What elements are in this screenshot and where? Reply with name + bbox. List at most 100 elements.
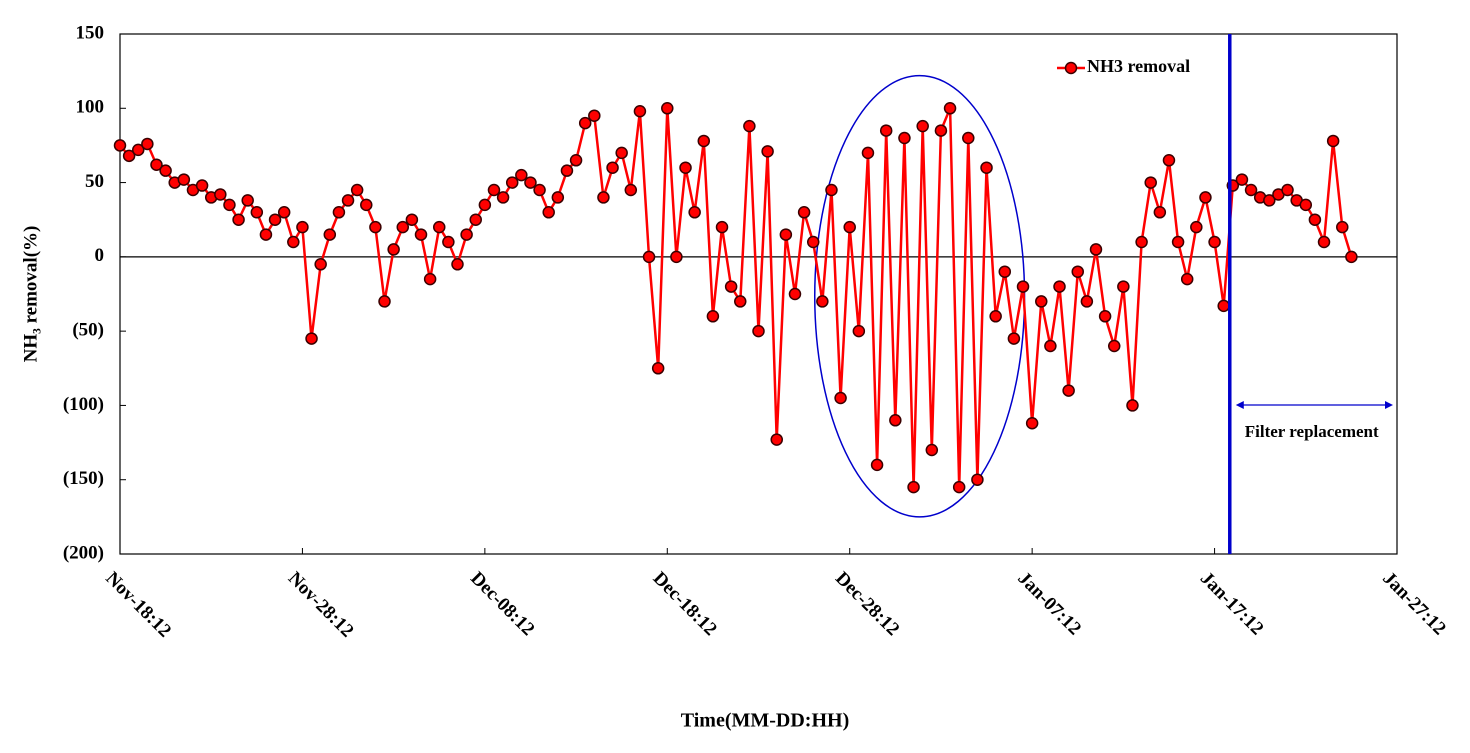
data-point: [177, 173, 191, 186]
data-point: [779, 228, 793, 241]
x-tick-label: Dec-08:12: [466, 568, 538, 640]
data-point: [1244, 183, 1258, 197]
data-point: [241, 194, 254, 207]
data-point: [898, 131, 911, 145]
data-point: [1153, 206, 1167, 219]
data-point: [122, 149, 136, 163]
data-point: [1080, 295, 1094, 308]
data-point: [743, 119, 756, 133]
data-point: [287, 235, 300, 249]
data-point: [141, 137, 154, 151]
plot-area: [119, 33, 1398, 555]
data-point: [1345, 250, 1358, 264]
data-point: [1135, 235, 1148, 249]
data-point: [332, 206, 346, 219]
data-point: [697, 134, 711, 148]
data-point: [1098, 310, 1112, 323]
data-point: [1171, 235, 1185, 249]
data-point: [907, 480, 920, 494]
data-point: [661, 102, 674, 115]
data-point: [797, 206, 811, 219]
data-point: [734, 295, 747, 308]
data-point: [1281, 183, 1294, 197]
data-point: [670, 250, 683, 264]
data-point: [633, 105, 647, 118]
data-point: [688, 206, 701, 219]
data-point: [816, 295, 829, 308]
data-point: [1317, 235, 1331, 249]
data-point: [469, 213, 482, 226]
data-point: [1053, 280, 1066, 293]
data-point: [651, 362, 665, 375]
data-point: [1299, 198, 1313, 212]
data-point: [387, 243, 400, 256]
data-point: [1217, 299, 1230, 313]
data-point: [971, 473, 984, 486]
data-point: [852, 324, 866, 338]
data-point: [341, 194, 355, 207]
data-point: [1071, 265, 1084, 278]
x-tick-label: Nov-28:12: [284, 568, 358, 642]
data-point: [305, 332, 318, 345]
data-point: [1007, 332, 1021, 345]
x-tick-label: Jan-27:12: [1378, 568, 1450, 640]
y-tick-label: 100: [76, 97, 105, 118]
y-tick-label: (100): [63, 394, 104, 415]
data-point: [806, 235, 820, 249]
data-point: [642, 250, 656, 264]
data-point: [277, 206, 291, 219]
data-point: [980, 161, 993, 174]
x-tick-label: Jan-07:12: [1014, 568, 1086, 640]
data-point: [396, 220, 410, 234]
data-point: [1336, 220, 1349, 234]
data-point: [588, 109, 601, 122]
y-tick-label: (200): [63, 542, 104, 563]
y-tick-label: 150: [76, 22, 105, 43]
data-point: [879, 124, 893, 137]
data-point: [843, 220, 856, 234]
data-point: [1117, 280, 1130, 293]
data-point: [952, 480, 966, 494]
data-point: [496, 191, 510, 204]
data-point: [296, 220, 309, 234]
data-point: [232, 213, 245, 226]
y-tick-label: 50: [85, 171, 104, 192]
data-point: [1308, 213, 1322, 226]
data-point: [1199, 191, 1212, 204]
data-point: [159, 164, 172, 177]
data-point: [360, 198, 373, 212]
data-point: [560, 164, 574, 177]
y-tick-label: (150): [63, 468, 104, 489]
data-point: [889, 414, 902, 427]
x-tick-label: Jan-17:12: [1196, 568, 1268, 640]
data-point: [113, 139, 127, 152]
data-point: [268, 213, 282, 226]
data-point: [1016, 280, 1030, 293]
data-point: [788, 287, 802, 301]
data-point: [1208, 235, 1221, 249]
data-point: [934, 124, 948, 137]
data-point: [989, 310, 1002, 323]
data-point: [1025, 417, 1039, 430]
data-point: [515, 168, 528, 182]
data-point: [597, 191, 610, 204]
data-point: [916, 119, 929, 133]
data-point: [1190, 220, 1203, 234]
data-point: [1062, 384, 1075, 397]
arrow-head: [1235, 401, 1244, 409]
data-point: [615, 146, 628, 160]
data-point: [150, 158, 163, 171]
data-point: [314, 258, 327, 271]
data-point: [752, 324, 765, 338]
data-point: [533, 183, 546, 197]
data-point: [569, 154, 583, 167]
data-point: [1035, 295, 1048, 308]
data-point: [524, 176, 537, 189]
data-point: [834, 391, 847, 405]
arrow-head: [1385, 401, 1393, 409]
data-point: [433, 220, 446, 234]
data-point: [378, 295, 391, 308]
data-point: [131, 143, 145, 157]
data-point: [1044, 339, 1057, 353]
data-point: [1180, 272, 1194, 286]
